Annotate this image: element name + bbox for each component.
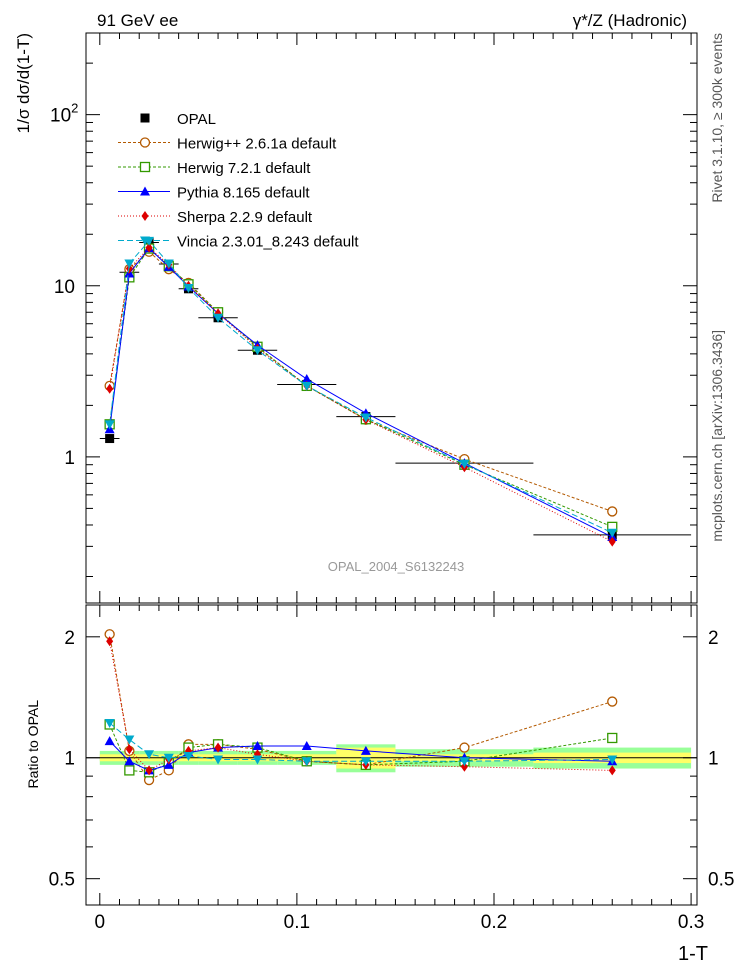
- series-4-main-point: [183, 284, 194, 294]
- series-3-ratio-point: [214, 742, 222, 753]
- series-3-main-point: [125, 263, 133, 274]
- series-4-main-point: [459, 459, 470, 469]
- series-4-ratio-point: [183, 752, 194, 762]
- legend-data-marker: [140, 113, 150, 123]
- series-4-main-point: [360, 413, 371, 423]
- series-2-ratio-point: [252, 740, 263, 750]
- main-y-tick-label: 102: [50, 101, 78, 127]
- ratio-y-tick-label-right: 0.5: [708, 870, 734, 891]
- ratio-y-tick-label: 0.5: [49, 870, 75, 891]
- series-2-ratio-point: [301, 740, 312, 750]
- series-2-ratio-point: [124, 756, 135, 766]
- series-4-ratio-point: [607, 755, 618, 765]
- series-4-ratio-point: [213, 755, 224, 765]
- ratio-y-tick-label: 1: [64, 749, 75, 770]
- data-point: [105, 434, 115, 444]
- series-3-ratio-point: [145, 765, 153, 776]
- series-2-ratio-point: [360, 745, 371, 755]
- x-tick-label: 0.3: [678, 912, 704, 933]
- ratio-y-tick-label-right: 2: [708, 628, 719, 649]
- ratio-y-axis-label: Ratio to OPAL: [25, 700, 41, 789]
- series-4-ratio-point: [124, 735, 135, 745]
- side-label-mcplots: mcplots.cern.ch [arXiv:1306.3436]: [709, 330, 725, 542]
- series-3-ratio-point: [608, 765, 616, 776]
- main-y-tick-label: 1: [64, 448, 75, 469]
- series-4-ratio-point: [459, 757, 470, 767]
- series-4-ratio-point: [104, 719, 115, 729]
- series-4-main-point: [163, 259, 174, 269]
- legend: OPAL Herwig++ 2.6.1a default Herwig 7.2.1 …: [118, 111, 359, 251]
- reference-label: OPAL_2004_S6132243: [328, 559, 464, 574]
- series-1-ratio-point: [607, 732, 618, 744]
- side-label-rivet: Rivet 3.1.10, ≥ 300k events: [709, 33, 725, 203]
- ratio-frame: [85, 604, 698, 906]
- series-3-main-point: [106, 383, 114, 394]
- ratio-axis-ticks: 0 0.1 0.2 0.30.5 0.51 12 2: [49, 605, 734, 933]
- header-left-label: 91 GeV ee: [97, 11, 178, 30]
- ratio-y-tick-label: 2: [64, 628, 75, 649]
- legend-marker-4: [140, 236, 150, 246]
- series-4-main-point: [104, 420, 115, 430]
- legend-label-3: Sherpa 2.2.9 default: [177, 209, 313, 226]
- legend-marker-2: [140, 186, 150, 196]
- legend-label-2: Pythia 8.165 default: [177, 185, 310, 202]
- legend-marker-0: [139, 137, 151, 148]
- series-2-main-point: [301, 374, 312, 384]
- series-4-main-point: [124, 259, 135, 269]
- series-4-ratio-point: [360, 757, 371, 767]
- series-1-ratio-point: [124, 765, 135, 776]
- series-3-main-line: [109, 246, 613, 543]
- series-3-main-point: [145, 242, 153, 253]
- series-4-main-line: [109, 240, 613, 534]
- x-tick-label: 0.1: [284, 912, 310, 933]
- series-0-ratio-point: [607, 696, 618, 707]
- series-4-main-point: [252, 346, 263, 356]
- legend-marker-1: [139, 161, 151, 173]
- series-2-ratio-point: [104, 736, 115, 746]
- series-3-ratio-point: [460, 761, 468, 772]
- series-4-main-point: [301, 381, 312, 391]
- legend-label-0: Herwig++ 2.6.1a default: [177, 136, 337, 153]
- ratio-y-tick-label-right: 1: [708, 749, 719, 770]
- series-3-ratio-line: [109, 641, 613, 772]
- x-tick-label: 0.2: [481, 912, 507, 933]
- ratio-series-group: [104, 629, 618, 786]
- x-axis-label: 1-T: [678, 943, 708, 965]
- series-4-main-point: [213, 313, 224, 323]
- series-4-ratio-point: [144, 750, 155, 760]
- series-4-ratio-point: [252, 755, 263, 765]
- legend-label-4: Vincia 2.3.01_8.243 default: [177, 234, 359, 251]
- legend-marker-3: [141, 211, 149, 221]
- main-frame: [85, 32, 698, 604]
- main-series-group: [99, 236, 692, 547]
- ratio-panel: 0 0.1 0.2 0.30.5 0.51 12 2 Ratio to OPAL 1-T: [25, 604, 734, 965]
- main-y-axis-label: 1/σ dσ/d(1-T): [14, 33, 33, 133]
- series-0-ratio-point: [459, 742, 470, 753]
- header-right-label: γ*/Z (Hadronic): [573, 11, 687, 30]
- series-4-main-point: [607, 528, 618, 538]
- series-4-ratio-point: [163, 753, 174, 763]
- series-4-ratio-point: [301, 757, 312, 767]
- series-0-main-point: [607, 506, 618, 517]
- series-3-ratio-point: [106, 636, 114, 647]
- series-3-main-point: [608, 536, 616, 547]
- main-y-tick-label: 10: [54, 277, 75, 298]
- series-3-ratio-point: [125, 744, 133, 755]
- legend-data-label: OPAL: [177, 111, 216, 128]
- x-tick-label: 0: [95, 912, 106, 933]
- legend-label-1: Herwig 7.2.1 default: [177, 160, 311, 177]
